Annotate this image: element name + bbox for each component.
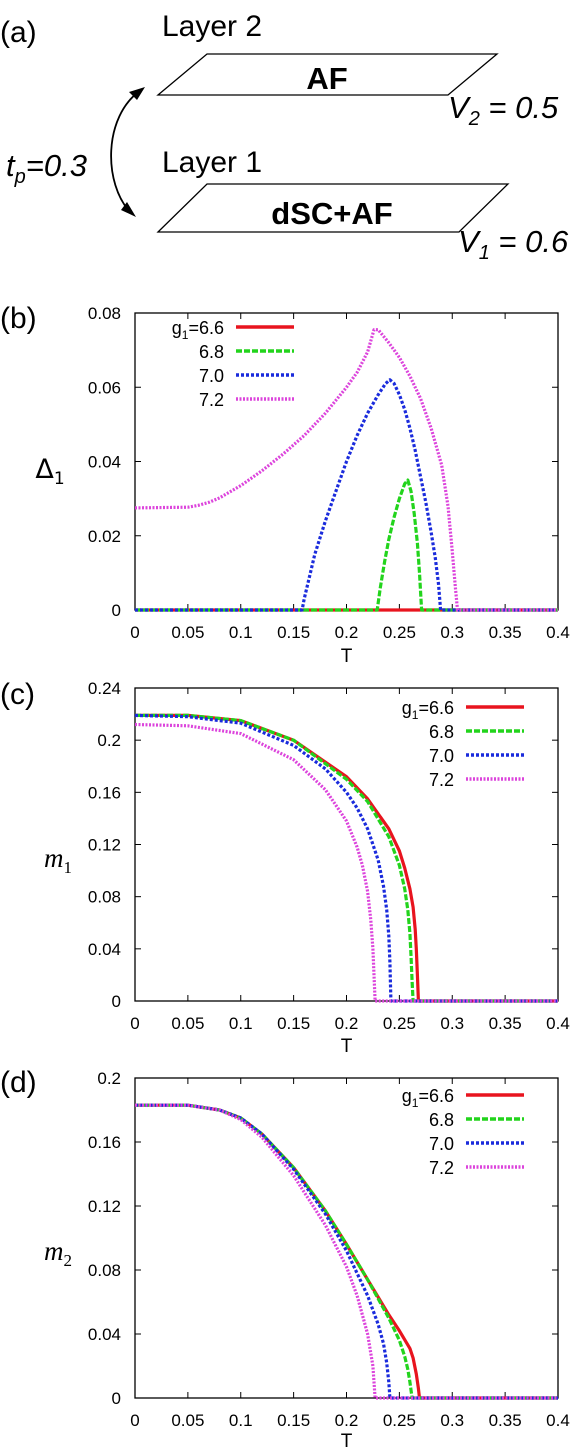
panel-b-y-tick-label: 0.08	[88, 304, 121, 323]
panel-c-y-tick-label: 0.2	[97, 731, 121, 750]
panel-b-legend-label-3: 7.2	[199, 390, 224, 410]
panel-b-x-tick-label: 0.35	[489, 623, 522, 642]
panel-c-x-tick-label: 0.4	[546, 1014, 570, 1033]
layer1-title: Layer 1	[162, 146, 262, 179]
panel-b-y-tick-label: 0	[112, 601, 121, 620]
panel-c-y-tick-label: 0.04	[88, 940, 121, 959]
panel-d-y-axis-label: m2	[44, 1236, 72, 1270]
panel-c-chart: (c) 0 0.05 0.1 0.15 0.2 0.25 0.3 0.35 0.4 0 0.04 0.0…	[0, 678, 570, 1055]
panel-d-y-tick-label: 0.16	[88, 1133, 121, 1152]
panel-c-y-tick-label: 0.12	[88, 836, 121, 855]
panel-b-label: (b)	[0, 302, 37, 335]
panel-d-x-tick-label: 0.25	[383, 1411, 416, 1430]
panel-d-y-tick-label: 0.12	[88, 1197, 121, 1216]
panel-d-x-tick-label: 0.2	[335, 1411, 359, 1430]
layer2-title: Layer 2	[162, 10, 262, 43]
panel-d-legend-label-3: 7.2	[429, 1158, 454, 1178]
hopping-arrowhead-top	[129, 87, 145, 100]
panel-d-x-tick-label: 0.3	[440, 1411, 464, 1430]
panel-b-y-axis-label: Δ1	[35, 454, 64, 489]
panel-b-x-tick-label: 0.3	[440, 623, 464, 642]
panel-b-y-tick-label: 0.04	[88, 453, 121, 472]
panel-b-x-tick-label: 0.2	[335, 623, 359, 642]
panel-d-x-axis-label: T	[341, 1431, 353, 1451]
panel-c-label: (c)	[0, 678, 35, 711]
panel-b-x-tick-label: 0.25	[383, 623, 416, 642]
panel-c-x-tick-label: 0.25	[383, 1014, 416, 1033]
panel-c-legend-label-1: 6.8	[429, 722, 454, 742]
panel-d-x-tick-label: 0.15	[277, 1411, 310, 1430]
panel-d-series-3-line	[135, 1103, 558, 1400]
panel-b-legend-label-0: g1=6.6	[172, 318, 224, 342]
panel-b-y-tick-label: 0.06	[88, 378, 121, 397]
v2-label: V2 = 0.5	[448, 90, 559, 130]
panel-d-series-0-line	[135, 1103, 558, 1400]
panel-c-plot-frame	[134, 687, 559, 1002]
panel-d-label: (d)	[0, 1066, 37, 1099]
panel-c-y-tick-label: 0.16	[88, 783, 121, 802]
panel-d-plot-frame	[134, 1077, 559, 1399]
panel-d-y-tick-label: 0.2	[97, 1069, 121, 1088]
panel-d-y-tick-label: 0.04	[88, 1325, 121, 1344]
panel-c-series-0-line	[135, 713, 558, 1003]
hopping-arrowhead-bottom	[121, 202, 136, 217]
panel-c-series-3-line	[134, 722, 558, 1003]
panel-b-x-tick-label: 0	[130, 623, 139, 642]
layer2-plane	[156, 53, 499, 96]
panel-d-x-tick-label: 0.1	[229, 1411, 253, 1430]
panel-b-y-tick-label: 0.02	[88, 527, 121, 546]
panel-d-x-tick-label: 0.05	[171, 1411, 204, 1430]
panel-b-x-axis-label: T	[341, 646, 353, 667]
panel-d-chart: (d) 0 0.05 0.1 0.15 0.2 0.25 0.3 0.35 0.4 0 0.04 0.0…	[0, 1066, 570, 1451]
panel-b-x-tick-label: 0.05	[171, 623, 204, 642]
panel-b-series-2-line	[135, 378, 558, 612]
panel-c-y-axis-label: m1	[44, 843, 72, 877]
panel-b-x-tick-label: 0.1	[229, 623, 253, 642]
panel-c-x-axis-label: T	[341, 1036, 353, 1055]
panel-c-legend-label-2: 7.0	[429, 746, 454, 766]
panel-d-series-1-line	[135, 1103, 558, 1400]
panel-a-schematic: (a) Layer 2 AF V2 = 0.5 Layer 1 dSC+AF V…	[0, 10, 569, 264]
layer1-plane	[156, 183, 510, 233]
panel-b-legend-label-1: 6.8	[199, 342, 224, 362]
panel-d-x-tick-label: 0.4	[546, 1411, 570, 1430]
panel-b-x-tick-label: 0.15	[277, 623, 310, 642]
panel-d-legend-label-1: 6.8	[429, 1110, 454, 1130]
panel-c-x-tick-label: 0	[130, 1014, 139, 1033]
layer2-phase: AF	[306, 61, 347, 96]
panel-c-x-tick-label: 0.05	[171, 1014, 204, 1033]
panel-b-series-1-line	[135, 478, 558, 612]
panel-b-chart: (b) 0 0.05 0.1 0.15 0.2 0.25 0.3 0.35 0.4 0 0.02 0.0…	[0, 302, 570, 667]
layer1-phase: dSC+AF	[271, 196, 392, 231]
panel-b-legend-label-2: 7.0	[199, 366, 224, 386]
panel-c-y-tick-label: 0.24	[88, 679, 121, 698]
v1-label: V1 = 0.6	[458, 224, 569, 264]
panel-d-series-2-line	[135, 1103, 558, 1400]
panel-c-x-tick-label: 0.1	[229, 1014, 253, 1033]
panel-d-x-tick-label: 0	[130, 1411, 139, 1430]
panel-c-x-tick-label: 0.15	[277, 1014, 310, 1033]
panel-c-x-tick-label: 0.3	[440, 1014, 464, 1033]
panel-c-legend-label-0: g1=6.6	[402, 698, 454, 722]
panel-b-x-tick-label: 0.4	[546, 623, 570, 642]
panel-c-y-tick-label: 0	[112, 992, 121, 1011]
panel-c-legend-label-3: 7.2	[429, 770, 454, 790]
panel-c-series-1-line	[135, 713, 558, 1003]
panel-c-x-tick-label: 0.35	[489, 1014, 522, 1033]
panel-d-y-tick-label: 0.08	[88, 1261, 121, 1280]
panel-c-y-tick-label: 0.08	[88, 888, 121, 907]
panel-d-legend-label-2: 7.0	[429, 1134, 454, 1154]
hopping-arrow	[110, 89, 142, 214]
panel-b-series-3-line	[134, 328, 558, 612]
panel-d-legend-label-0: g1=6.6	[402, 1086, 454, 1110]
panel-d-x-tick-label: 0.35	[489, 1411, 522, 1430]
panel-a-label: (a)	[0, 16, 37, 49]
panel-c-series-2-line	[134, 713, 558, 1003]
tp-label: tp=0.3	[6, 148, 87, 188]
panel-d-y-tick-label: 0	[112, 1389, 121, 1408]
panel-c-x-tick-label: 0.2	[335, 1014, 359, 1033]
